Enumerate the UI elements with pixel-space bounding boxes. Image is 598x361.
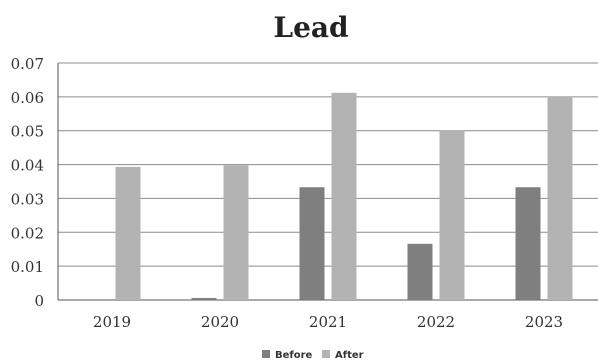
legend-label-after: After: [335, 350, 364, 361]
bar-after-2022: [439, 130, 465, 300]
legend-swatch-after: [322, 350, 330, 358]
bar-before-2022: [407, 243, 433, 300]
bar-before-2021: [299, 187, 325, 300]
grid-lines: [58, 62, 598, 267]
bar-after-2023: [547, 96, 573, 300]
y-tick-label: 0.02: [11, 224, 44, 242]
x-tick-label: 2023: [525, 313, 563, 331]
y-tick-label: 0.01: [11, 258, 44, 276]
bars: [115, 92, 573, 301]
x-tick-label: 2021: [309, 313, 347, 331]
x-tick-labels: 2019 2020 2021 2022 2023: [93, 313, 563, 331]
y-tick-label: 0.07: [11, 55, 44, 73]
x-tick-label: 2019: [93, 313, 131, 331]
bar-before-2023: [515, 187, 541, 300]
bar-after-2019: [115, 166, 141, 300]
bar-after-2021: [331, 92, 357, 301]
y-tick-label: 0.05: [11, 123, 44, 141]
y-tick-label: 0.03: [11, 190, 44, 208]
legend-swatch-before: [262, 350, 270, 358]
y-tick-label: 0.06: [11, 89, 44, 107]
y-tick-labels: 0 0.01 0.02 0.03 0.04 0.05 0.06 0.07: [11, 55, 44, 310]
legend: Before After: [262, 350, 364, 361]
chart-title: Lead: [273, 11, 348, 44]
y-tick-label: 0: [34, 292, 44, 310]
bar-after-2020: [223, 165, 249, 300]
x-tick-label: 2020: [201, 313, 239, 331]
legend-label-before: Before: [275, 350, 313, 361]
x-tick-label: 2022: [417, 313, 455, 331]
y-tick-label: 0.04: [11, 157, 44, 175]
axes: [57, 63, 598, 301]
bar-before-2020: [191, 297, 217, 300]
